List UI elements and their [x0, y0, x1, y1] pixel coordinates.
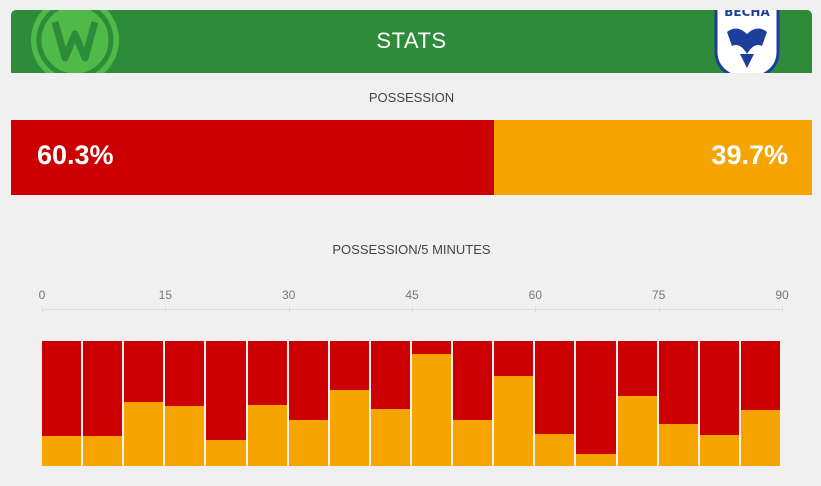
- home-possession-bar: [247, 341, 287, 405]
- away-logo-text: ВЕСНА: [724, 10, 770, 19]
- axis-tick: [165, 306, 167, 313]
- axis-tick: [288, 306, 290, 313]
- possession-label: POSSESSION: [368, 90, 455, 105]
- axis-tick: [412, 306, 413, 313]
- possession-column: [453, 341, 493, 466]
- home-possession-bar: [83, 341, 123, 436]
- away-possession-bar: [699, 434, 739, 466]
- axis-tick-label: 75: [651, 288, 666, 302]
- home-possession-bar: [494, 341, 534, 376]
- home-possession-bar: [699, 341, 739, 435]
- possession-column: [83, 341, 123, 466]
- possession-column: [658, 341, 698, 466]
- away-possession-bar: [494, 376, 534, 466]
- home-team-logo: [31, 10, 119, 73]
- possession-column: [535, 341, 575, 466]
- away-possession-bar: [617, 396, 657, 466]
- home-possession-bar: [412, 341, 452, 354]
- away-possession-value: 39.7%: [711, 140, 788, 170]
- away-possession-bar: [206, 439, 246, 466]
- home-possession-bar: [329, 341, 369, 390]
- possession-column: [740, 341, 780, 466]
- away-possession-bar: [329, 389, 369, 466]
- possession-column: [576, 341, 616, 466]
- home-possession-bar: [658, 341, 698, 424]
- away-possession-bar: [42, 436, 82, 466]
- possession-column: [288, 341, 328, 466]
- axis-tick-label: 45: [405, 288, 419, 302]
- home-possession-bar: [617, 341, 657, 396]
- possession-column: [494, 341, 534, 466]
- stats-header: STATS ВЕСНА: [11, 10, 812, 73]
- away-possession-bar: [658, 423, 698, 466]
- possession-column: [206, 341, 246, 466]
- away-possession-bar: [247, 404, 287, 466]
- home-possession-value: 60.3%: [37, 140, 114, 170]
- home-possession-bar: [453, 341, 493, 420]
- home-possession-bar: [535, 341, 575, 434]
- home-possession-bar: [165, 341, 205, 406]
- away-possession-bar: [165, 406, 205, 466]
- possession-column: [412, 341, 452, 466]
- away-possession-bar: [83, 436, 123, 466]
- away-possession-bar: [576, 453, 616, 466]
- away-possession-segment: 39.7%: [494, 120, 812, 195]
- possession-column: [699, 341, 739, 466]
- axis-tick: [782, 306, 783, 313]
- possession-column: [42, 341, 82, 466]
- away-possession-bar: [412, 353, 452, 466]
- home-possession-bar: [576, 341, 616, 454]
- possession-column: [247, 341, 287, 466]
- away-team-logo: ВЕСНА: [714, 10, 780, 73]
- stats-card: STATS ВЕСНА POSSESSION 60.3% 39.7% POSSE…: [11, 10, 812, 486]
- home-possession-bar: [288, 341, 328, 420]
- away-possession-bar: [453, 419, 493, 466]
- home-possession-bar: [206, 341, 246, 440]
- time-axis: 0 15 30 45 60 75 90: [38, 288, 789, 318]
- possession-5min-title: POSSESSION/5 MINUTES: [332, 242, 491, 257]
- axis-tick-label: 0: [38, 288, 46, 302]
- page-title: STATS: [376, 28, 447, 53]
- possession-column: [617, 341, 657, 466]
- possession-column: [124, 341, 164, 466]
- home-possession-bar: [124, 341, 164, 403]
- axis-tick: [535, 306, 537, 313]
- home-possession-segment: 60.3%: [11, 120, 494, 195]
- away-possession-bar: [740, 409, 780, 466]
- axis-tick-label: 60: [528, 288, 543, 302]
- away-possession-bar: [535, 433, 575, 466]
- possession-5min-chart: [42, 341, 782, 466]
- home-possession-bar: [370, 341, 410, 409]
- away-possession-bar: [124, 402, 164, 466]
- possession-column: [329, 341, 369, 466]
- axis-tick-label: 90: [775, 288, 789, 302]
- axis-tick: [42, 306, 43, 313]
- away-possession-bar: [370, 408, 410, 466]
- axis-tick-label: 15: [158, 288, 173, 302]
- axis-tick: [658, 306, 660, 313]
- away-possession-bar: [288, 419, 328, 466]
- possession-column: [165, 341, 205, 466]
- possession-bar: 60.3% 39.7%: [11, 120, 812, 195]
- home-possession-bar: [740, 341, 780, 410]
- axis-tick-label: 30: [281, 288, 296, 302]
- possession-column: [370, 341, 410, 466]
- home-possession-bar: [42, 341, 82, 436]
